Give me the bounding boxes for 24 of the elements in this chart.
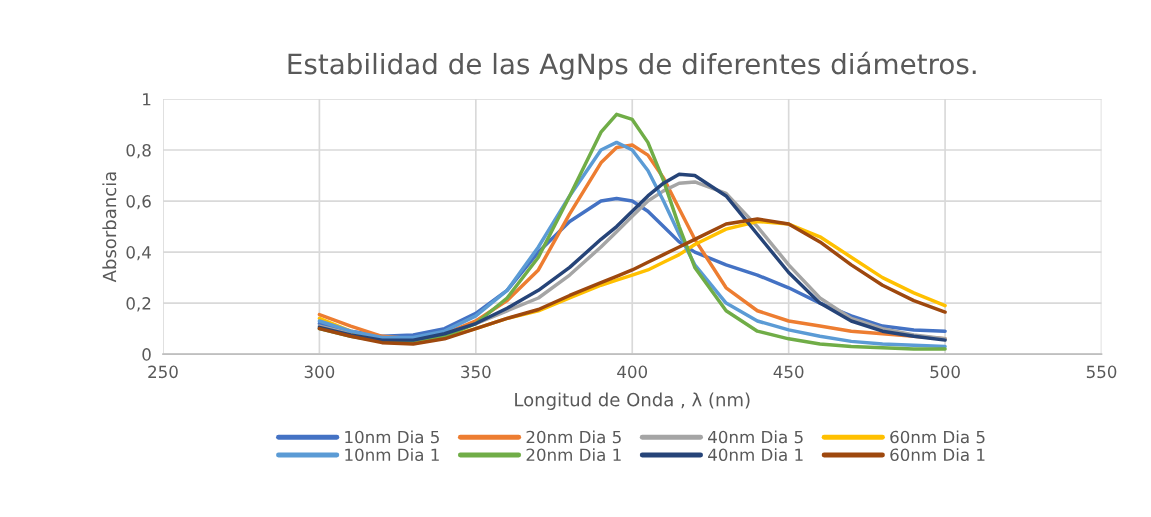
x-tick-label: 450 [773, 365, 804, 379]
x-tick-label: 500 [930, 365, 960, 379]
x-tick-label: 250 [148, 365, 178, 379]
x-axis-title: Longitud de Onda , λ (nm) [515, 392, 750, 410]
y-tick-label: 0,2 [126, 297, 151, 312]
legend-label: 10nm Dia 1 [345, 448, 439, 462]
y-tick-label: 0,6 [126, 195, 151, 210]
legend-label: 20nm Dia 5 [526, 430, 621, 444]
y-axis-title: Absorbancia [102, 172, 117, 283]
x-tick-label: 350 [461, 365, 491, 379]
x-tick-label: 300 [304, 365, 335, 379]
y-tick-label: 0,4 [126, 246, 151, 261]
y-tick-label: 0 [142, 348, 151, 361]
x-tick-label: 550 [1086, 365, 1117, 379]
y-tick-label: 0,8 [126, 144, 151, 159]
chart-title: Estabilidad de las AgNps de diferentes diámetros. [288, 51, 976, 80]
y-tick-label: 1 [143, 93, 151, 106]
legend-label: 40nm Dia 1 [708, 448, 803, 462]
legend-label: 20nm Dia 1 [526, 448, 621, 462]
legend-label: 40nm Dia 5 [708, 430, 803, 444]
x-tick-label: 400 [617, 365, 648, 379]
legend-label: 10nm Dia 5 [345, 430, 439, 444]
legend-label: 60nm Dia 5 [890, 430, 985, 444]
legend-label: 60nm Dia 1 [890, 448, 985, 462]
